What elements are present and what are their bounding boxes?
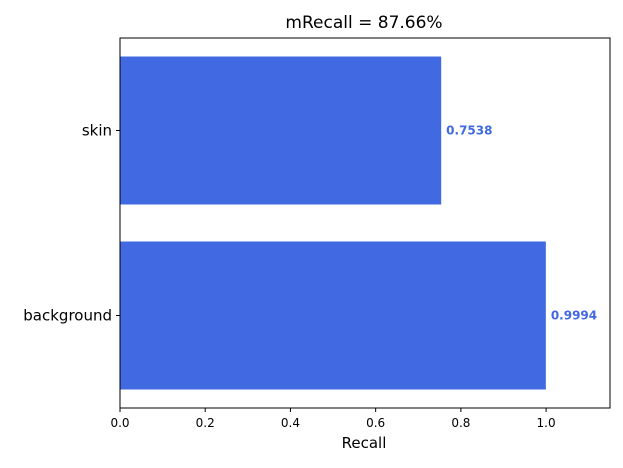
chart-title: mRecall = 87.66%	[285, 13, 442, 33]
y-tick-label-background: background	[23, 307, 112, 325]
plot-frame	[119, 37, 611, 409]
y-tick-label-skin: skin	[82, 122, 112, 140]
bar-skin	[120, 56, 442, 205]
x-tick-label-0.8: 0.8	[451, 416, 470, 430]
x-tick-label-0.6: 0.6	[366, 416, 385, 430]
data-label-background: 0.9994	[551, 309, 597, 323]
x-tick-label-0.2: 0.2	[196, 416, 215, 430]
data-label-skin: 0.7538	[446, 124, 492, 138]
x-axis-label: Recall	[342, 434, 387, 452]
x-tick-label-1.0: 1.0	[537, 416, 556, 430]
x-tick-label-0.0: 0.0	[110, 416, 129, 430]
x-tick-label-0.4: 0.4	[281, 416, 300, 430]
bar-background	[120, 241, 546, 390]
bars-layer: 0.7538 0.9994	[120, 56, 597, 390]
ticks-layer: skin background 0.0 0.2 0.4 0.6 0.8 1.0	[23, 122, 555, 431]
